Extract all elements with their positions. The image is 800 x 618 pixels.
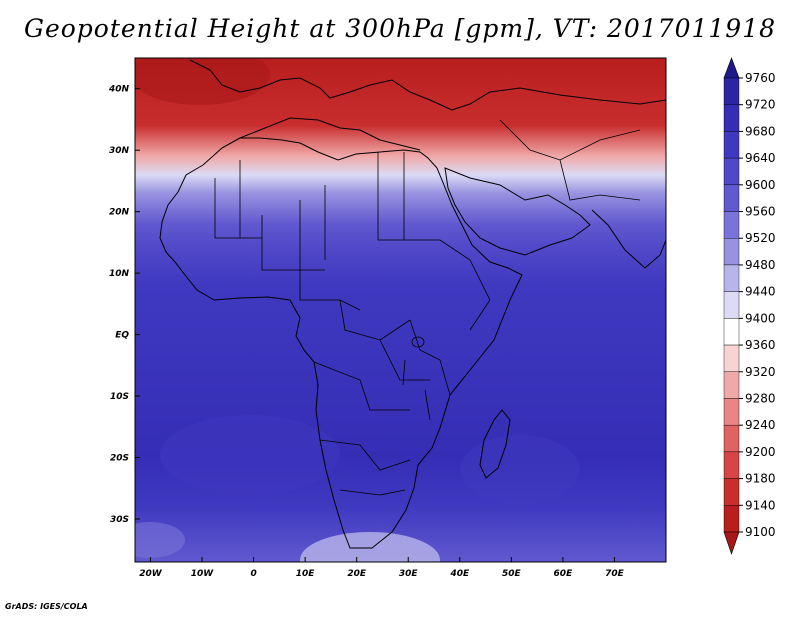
borders bbox=[214, 119, 641, 496]
x-tick-label: 50E bbox=[502, 569, 522, 579]
y-tick-label: EQ bbox=[115, 331, 129, 341]
colorbar-swatch bbox=[723, 398, 740, 426]
colorbar-label: 9600 bbox=[745, 178, 776, 192]
colorbar-swatch bbox=[723, 424, 740, 453]
grads-credit: GrADS: IGES/COLA bbox=[5, 602, 88, 611]
colorbar-label: 9360 bbox=[745, 338, 776, 352]
y-tick-label: 10S bbox=[110, 392, 129, 402]
colorbar-label: 9140 bbox=[745, 498, 776, 512]
colorbar-swatch bbox=[723, 238, 740, 266]
x-tick-label: 20E bbox=[347, 569, 367, 579]
high-center-south-atlantic bbox=[160, 415, 340, 495]
x-axis: 20W 10W 0 10E 20E 30E 40E 50E 60E 70E bbox=[139, 557, 625, 579]
colorbar-label: 9520 bbox=[745, 231, 776, 245]
x-tick-label: 10W bbox=[191, 569, 215, 579]
coastlines bbox=[159, 59, 666, 549]
plot-frame bbox=[134, 57, 667, 563]
colorbar-swatch bbox=[723, 104, 740, 132]
colorbar-label: 9100 bbox=[745, 525, 776, 539]
y-tick-label: 40N bbox=[108, 85, 130, 95]
colorbar: 9760 9720 9680 9640 9600 9560 9520 9480 9440 9400… bbox=[723, 57, 776, 555]
colorbar-swatch bbox=[723, 478, 740, 506]
colorbar-min-triangle bbox=[723, 531, 740, 555]
colorbar-swatch bbox=[723, 318, 740, 346]
colorbar-label: 9200 bbox=[745, 445, 776, 459]
x-tick-label: 20W bbox=[139, 569, 163, 579]
colorbar-swatch bbox=[723, 184, 740, 212]
colorbar-label: 9560 bbox=[745, 205, 776, 219]
colorbar-swatch bbox=[723, 157, 740, 186]
colorbar-label: 9680 bbox=[745, 124, 776, 138]
y-tick-label: 20S bbox=[110, 454, 129, 464]
colorbar-label: 9400 bbox=[745, 311, 776, 325]
colorbar-swatch bbox=[723, 505, 740, 533]
europe-coastline bbox=[189, 59, 666, 111]
colorbar-swatch bbox=[723, 371, 740, 399]
colorbar-label: 9720 bbox=[745, 98, 776, 112]
colorbar-label: 9480 bbox=[745, 258, 776, 272]
mediterranean-south-coast bbox=[221, 117, 421, 151]
colorbar-swatch bbox=[723, 131, 740, 159]
x-tick-label: 30E bbox=[399, 569, 419, 579]
india-coastline bbox=[591, 209, 666, 269]
colorbar-label: 9240 bbox=[745, 418, 776, 432]
colorbar-label: 9320 bbox=[745, 365, 776, 379]
colorbar-swatch bbox=[723, 264, 740, 292]
y-tick-label: 20N bbox=[109, 208, 130, 218]
colorbar-swatch bbox=[723, 451, 740, 479]
y-tick-label: 10N bbox=[109, 269, 130, 279]
y-tick-label: 30N bbox=[109, 146, 130, 156]
colorbar-max-triangle bbox=[723, 57, 740, 79]
lakes bbox=[402, 336, 431, 421]
x-tick-label: 0 bbox=[250, 569, 256, 579]
x-tick-label: 10E bbox=[296, 569, 316, 579]
colorbar-swatch bbox=[723, 77, 740, 105]
high-center-indian-ocean bbox=[460, 435, 580, 505]
y-tick-label: 30S bbox=[110, 515, 129, 525]
colorbar-swatch bbox=[723, 211, 740, 239]
y-axis: 40N 30N 20N 10N EQ 10S 20S 30S bbox=[108, 85, 140, 525]
colorbar-label: 9760 bbox=[745, 71, 776, 85]
x-tick-label: 40E bbox=[449, 569, 470, 579]
madagascar-coastline bbox=[479, 409, 511, 479]
colorbar-label: 9280 bbox=[745, 391, 776, 405]
africa-coastline bbox=[159, 137, 523, 549]
low-center-northwest bbox=[135, 58, 270, 105]
southern-trough bbox=[300, 532, 440, 562]
x-tick-label: 70E bbox=[605, 569, 625, 579]
colorbar-label: 9180 bbox=[745, 472, 776, 486]
southern-trough-west bbox=[135, 522, 185, 558]
plot-area bbox=[135, 58, 666, 562]
colorbar-swatch bbox=[723, 344, 740, 372]
colorbar-label: 9640 bbox=[745, 151, 776, 165]
arabia-coastline bbox=[444, 167, 591, 256]
colorbar-label: 9440 bbox=[745, 285, 776, 299]
colorbar-swatch bbox=[723, 291, 740, 319]
x-tick-label: 60E bbox=[554, 569, 574, 579]
map-title: Geopotential Height at 300hPa [gpm], VT:… bbox=[23, 14, 777, 43]
